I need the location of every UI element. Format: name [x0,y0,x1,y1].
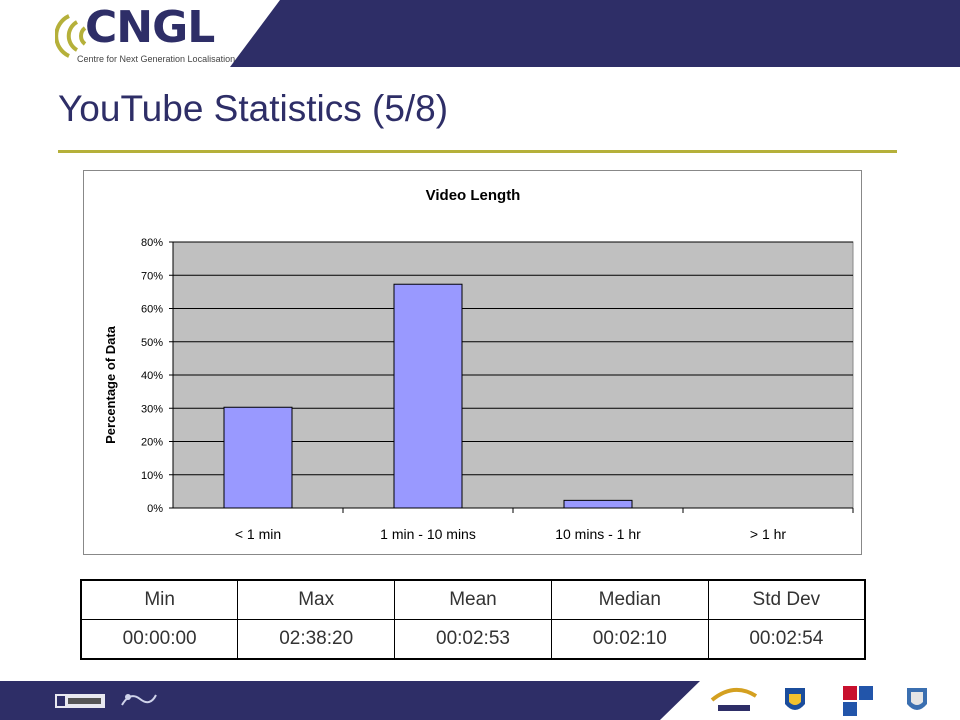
dcu-logo [710,688,758,714]
logo-tagline: Centre for Next Generation Localisation [77,54,236,64]
stats-value-median: 00:02:10 [550,619,709,660]
y-tick-label: 80% [141,237,163,249]
chart-title: Video Length [426,187,521,204]
y-tick-label: 0% [147,503,163,515]
stats-header-min: Min [80,579,239,620]
stats-value-std-dev: 00:02:54 [707,619,866,660]
x-category-label: < 1 min [235,526,281,542]
x-category-label: 1 min - 10 mins [380,526,476,542]
ucd-logo [785,688,805,710]
bar [563,499,633,509]
y-tick-label: 50% [141,337,163,349]
stats-value-row: 00:00:00 02:38:20 00:02:53 00:02:10 00:0… [80,619,866,660]
cngl-logo: CNGL Centre for Next Generation Localisa… [55,2,255,68]
y-tick-label: 70% [141,270,163,282]
stats-header-max: Max [237,579,396,620]
x-category-label: 10 mins - 1 hr [555,526,641,542]
sfi-logo [121,694,157,706]
signal-waves-icon [55,14,87,58]
title-underline [58,150,897,153]
stats-header-mean: Mean [394,579,552,620]
y-tick-label: 60% [141,304,163,316]
bar [393,283,463,509]
y-tick-label: 30% [141,403,163,415]
x-category-label: > 1 hr [750,526,787,542]
video-length-chart: 0% 10% 20% 30% 40% 50% 60% 70% 80% < 1 min 1 min -… [103,187,854,542]
logo-wordmark: CNGL [85,2,215,53]
stats-header-median: Median [550,579,709,620]
stats-value-max: 02:38:20 [237,619,396,660]
stats-value-min: 00:00:00 [80,619,239,660]
stats-table: Min Max Mean Median Std Dev 00:00:00 02:… [80,579,866,660]
stats-header-row: Min Max Mean Median Std Dev [80,579,866,620]
y-tick-label: 20% [141,437,163,449]
footer-band [0,681,700,720]
y-tick-label: 40% [141,370,163,382]
page-title: YouTube Statistics (5/8) [58,88,449,129]
ndp-logo [55,694,105,708]
tcd-logo [843,686,873,716]
header-band [230,0,960,67]
y-tick-label: 10% [141,470,163,482]
stats-value-mean: 00:02:53 [394,619,552,660]
y-axis-label: Percentage of Data [103,325,118,444]
stats-header-std-dev: Std Dev [707,579,866,620]
university-crest-logo [907,688,927,710]
bar [223,406,293,509]
chart-frame: 0% 10% 20% 30% 40% 50% 60% 70% 80% < 1 min 1 min -… [83,170,862,555]
